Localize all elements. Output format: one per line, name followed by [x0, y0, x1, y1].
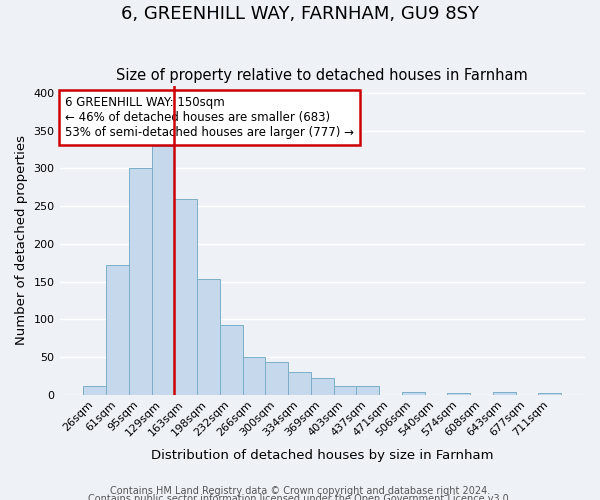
Text: 6 GREENHILL WAY: 150sqm
← 46% of detached houses are smaller (683)
53% of semi-d: 6 GREENHILL WAY: 150sqm ← 46% of detache… — [65, 96, 354, 140]
Bar — [334, 386, 356, 394]
Bar — [175, 200, 197, 394]
Bar — [242, 357, 265, 395]
Bar — [83, 386, 106, 394]
Bar — [538, 393, 561, 394]
Bar — [197, 280, 220, 394]
Bar — [220, 326, 242, 394]
Bar — [402, 392, 425, 394]
Text: Contains public sector information licensed under the Open Government Licence v3: Contains public sector information licen… — [88, 494, 512, 500]
Bar — [265, 362, 288, 394]
Title: Size of property relative to detached houses in Farnham: Size of property relative to detached ho… — [116, 68, 528, 83]
Bar — [152, 146, 175, 394]
Bar — [356, 386, 379, 394]
Bar — [106, 265, 129, 394]
X-axis label: Distribution of detached houses by size in Farnham: Distribution of detached houses by size … — [151, 450, 494, 462]
Text: Contains HM Land Registry data © Crown copyright and database right 2024.: Contains HM Land Registry data © Crown c… — [110, 486, 490, 496]
Text: 6, GREENHILL WAY, FARNHAM, GU9 8SY: 6, GREENHILL WAY, FARNHAM, GU9 8SY — [121, 5, 479, 23]
Bar — [311, 378, 334, 394]
Bar — [288, 372, 311, 394]
Bar — [129, 168, 152, 394]
Bar — [493, 392, 515, 394]
Y-axis label: Number of detached properties: Number of detached properties — [15, 135, 28, 345]
Bar — [448, 393, 470, 394]
